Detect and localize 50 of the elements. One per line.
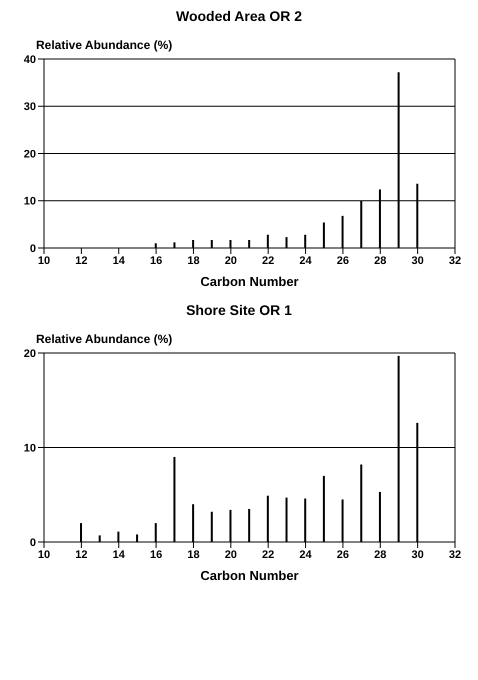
- x-tick-label: 26: [336, 548, 350, 561]
- x-tick-label: 18: [187, 548, 200, 561]
- x-tick-label: 16: [150, 548, 162, 561]
- x-tick-label: 30: [412, 548, 424, 561]
- y-tick-label: 0: [30, 536, 36, 549]
- x-tick-label: 30: [412, 254, 424, 267]
- x-tick-label: 14: [112, 548, 126, 561]
- bar: [136, 534, 138, 542]
- bar: [286, 498, 288, 542]
- y-tick-label: 10: [24, 442, 36, 454]
- y-tick-label: 10: [24, 196, 36, 208]
- y-tick-label: 0: [30, 242, 36, 255]
- x-tick-label: 18: [187, 254, 200, 267]
- y-tick-label: 20: [24, 148, 36, 160]
- x-tick-label: 24: [299, 548, 313, 561]
- x-tick-label: 14: [112, 254, 126, 267]
- y-tick-label: 30: [24, 101, 36, 114]
- x-tick-label: 28: [374, 254, 386, 267]
- bar: [210, 240, 213, 248]
- bar: [248, 240, 250, 248]
- bar: [286, 237, 288, 248]
- chart-title: Shore Site OR 1: [185, 302, 293, 318]
- bar: [98, 535, 101, 542]
- x-tick-label: 32: [448, 548, 462, 561]
- x-tick-label: 22: [262, 548, 274, 561]
- chart-title: Wooded Area OR 2: [174, 8, 304, 24]
- x-tick-label: 12: [75, 254, 88, 267]
- x-tick-label: 12: [75, 548, 88, 561]
- x-tick-label: 28: [374, 548, 386, 561]
- x-axis-title: Carbon Number: [200, 568, 299, 583]
- bar: [322, 222, 325, 248]
- x-tick-label: 10: [38, 254, 50, 267]
- x-tick-label: 20: [224, 548, 237, 561]
- y-axis-title: Relative Abundance (%): [36, 332, 174, 346]
- x-axis-title: Carbon Number: [200, 274, 299, 289]
- x-tick-label: 22: [262, 254, 274, 267]
- y-tick-label: 20: [24, 348, 36, 360]
- bar: [210, 512, 213, 542]
- x-tick-label: 20: [224, 254, 237, 267]
- x-tick-label: 26: [336, 254, 350, 267]
- bar: [322, 476, 325, 542]
- x-tick-label: 10: [38, 548, 50, 561]
- x-tick-label: 32: [448, 254, 462, 267]
- bar: [360, 464, 362, 542]
- x-tick-label: 24: [299, 254, 313, 267]
- x-tick-label: 16: [150, 254, 162, 267]
- y-axis-title: Relative Abundance (%): [36, 38, 174, 52]
- bar: [173, 456, 176, 542]
- bar: [248, 508, 250, 542]
- y-tick-label: 40: [24, 54, 36, 66]
